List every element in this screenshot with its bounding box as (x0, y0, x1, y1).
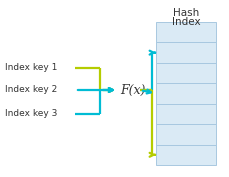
Text: F(x): F(x) (120, 84, 145, 96)
Bar (156, 124, 216, 145)
Text: Index key 1: Index key 1 (5, 64, 57, 73)
Bar (156, 104, 216, 124)
Text: Index key 3: Index key 3 (5, 110, 57, 118)
Bar (156, 63, 216, 83)
Bar (156, 145, 216, 165)
Bar (156, 42, 216, 63)
Bar (156, 22, 216, 42)
Bar (156, 83, 216, 104)
Text: Index: Index (172, 17, 200, 27)
Text: Hash: Hash (173, 8, 199, 18)
Text: Index key 2: Index key 2 (5, 85, 57, 95)
